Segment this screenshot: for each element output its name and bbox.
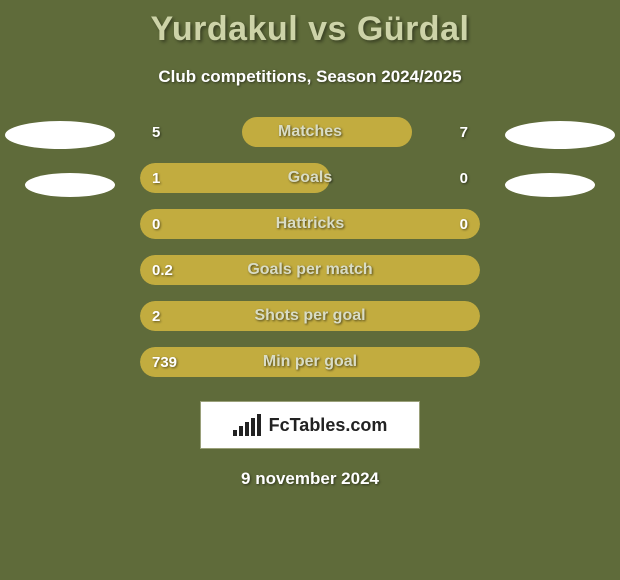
logo-text: FcTables.com <box>269 415 388 436</box>
logo-bar-icon <box>257 414 261 436</box>
stat-row: 00Hattricks <box>140 209 480 239</box>
stat-label: Goals per match <box>140 255 480 285</box>
logo-bars-icon <box>233 414 261 436</box>
stat-row: 57Matches <box>140 117 480 147</box>
stat-label: Shots per goal <box>140 301 480 331</box>
logo-bar-icon <box>233 430 237 436</box>
stats-chart: 57Matches 10Goals 00Hattricks 0.2Goals per … <box>0 117 620 393</box>
logo-bar-icon <box>245 422 249 436</box>
stat-row: 739Min per goal <box>140 347 480 377</box>
stat-row: 2Shots per goal <box>140 301 480 331</box>
stat-label: Matches <box>140 117 480 147</box>
page-title: Yurdakul vs Gürdal <box>151 10 470 49</box>
decor-ellipse <box>5 121 115 149</box>
stat-label: Goals <box>140 163 480 193</box>
decor-ellipse <box>505 173 595 197</box>
stat-row: 0.2Goals per match <box>140 255 480 285</box>
subtitle: Club competitions, Season 2024/2025 <box>158 67 461 87</box>
stat-row: 10Goals <box>140 163 480 193</box>
decor-ellipse <box>25 173 115 197</box>
stat-label: Min per goal <box>140 347 480 377</box>
logo-box: FcTables.com <box>200 401 420 449</box>
stat-label: Hattricks <box>140 209 480 239</box>
date-text: 9 november 2024 <box>241 469 379 489</box>
decor-ellipse <box>505 121 615 149</box>
infographic-container: Yurdakul vs Gürdal Club competitions, Se… <box>0 0 620 580</box>
logo-bar-icon <box>239 426 243 436</box>
logo-bar-icon <box>251 418 255 436</box>
